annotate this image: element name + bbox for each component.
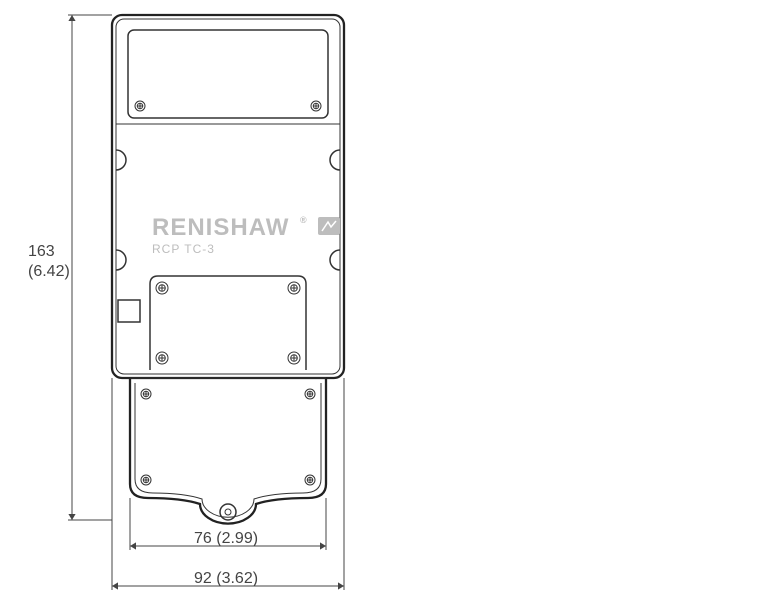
dim-tray-width: 76 (2.99) bbox=[194, 530, 258, 547]
device-outline: RENISHAW ® RCP TC-3 bbox=[112, 15, 344, 378]
model-label: RCP TC-3 bbox=[152, 242, 215, 256]
dimensions: 163 (6.42) 76 (2.99) 92 (3.62) bbox=[28, 15, 344, 590]
dim-height-mm: 163 bbox=[28, 243, 55, 260]
dim-height-in: (6.42) bbox=[28, 263, 70, 280]
tray-outline bbox=[130, 378, 326, 524]
dim-body-width: 92 (3.62) bbox=[194, 570, 258, 587]
svg-text:®: ® bbox=[300, 215, 308, 225]
brand-logo: RENISHAW bbox=[152, 214, 289, 241]
